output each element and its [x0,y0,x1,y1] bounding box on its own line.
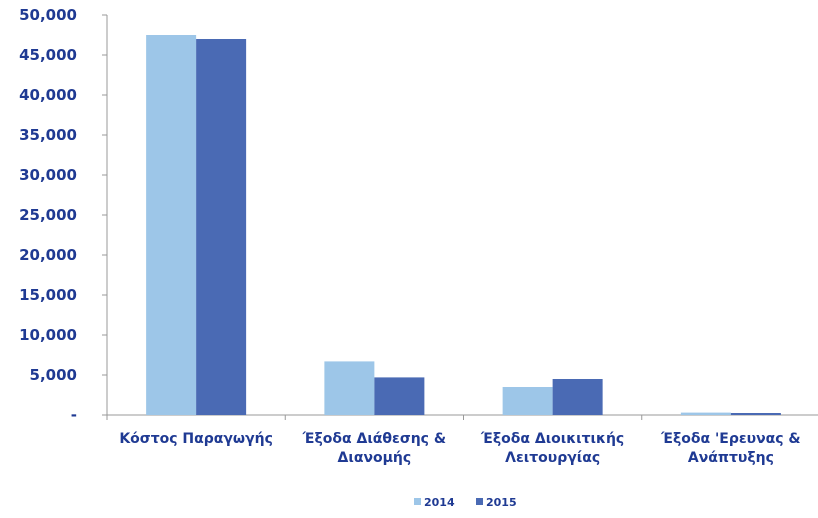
x-category-label-line: Έξοδα 'Ερευνας & [660,431,801,447]
x-category-label-line: Ανάπτυξης [688,450,774,466]
bar-2014 [324,361,375,415]
x-category-label: Κόστος Παραγωγής [119,431,273,447]
y-tick-label: 45,000 [19,46,77,64]
legend: 2014 2015 [414,496,517,509]
x-category-label: Έξοδα 'Ερευνας & Ανάπτυξης [660,431,801,466]
y-tick-label: - [71,406,77,424]
bar-2015 [374,377,425,415]
x-category-label: Έξοδα Διάθεσης & Διανομής [302,431,446,466]
y-tick-label: 50,000 [19,6,77,24]
x-category-label: Έξοδα Διοικιτικής Λειτουργίας [480,431,624,466]
bar-2014 [146,35,197,415]
bars [146,35,781,415]
y-axis: - 5,000 10,000 15,000 20,000 25,000 30,000 35,0… [19,6,108,424]
bar-2015 [552,379,603,415]
x-category-label-line: Έξοδα Διοικιτικής [480,431,624,447]
bar-2014 [502,387,553,415]
x-category-label-line: Κόστος Παραγωγής [119,431,273,447]
y-tick-label: 25,000 [19,206,77,224]
x-category-label-line: Λειτουργίας [505,450,600,466]
legend-swatch-2014 [414,498,421,505]
y-tick-label: 5,000 [30,366,77,384]
y-tick-label: 40,000 [19,86,77,104]
y-tick-label: 30,000 [19,166,77,184]
y-tick-label: 10,000 [19,326,77,344]
y-tick-label: 15,000 [19,286,77,304]
x-category-label-line: Έξοδα Διάθεσης & [302,431,446,447]
legend-swatch-2015 [476,498,483,505]
legend-label: 2015 [486,496,517,509]
x-category-label-line: Διανομής [338,450,412,466]
bar-2014 [680,412,731,415]
y-tick-label: 35,000 [19,126,77,144]
bar-2015 [196,39,247,415]
y-tick-label: 20,000 [19,246,77,264]
x-axis: Κόστος Παραγωγής Έξοδα Διάθεσης & Διανομής… [106,414,818,466]
legend-label: 2014 [424,496,455,509]
bar-2015 [730,413,781,415]
